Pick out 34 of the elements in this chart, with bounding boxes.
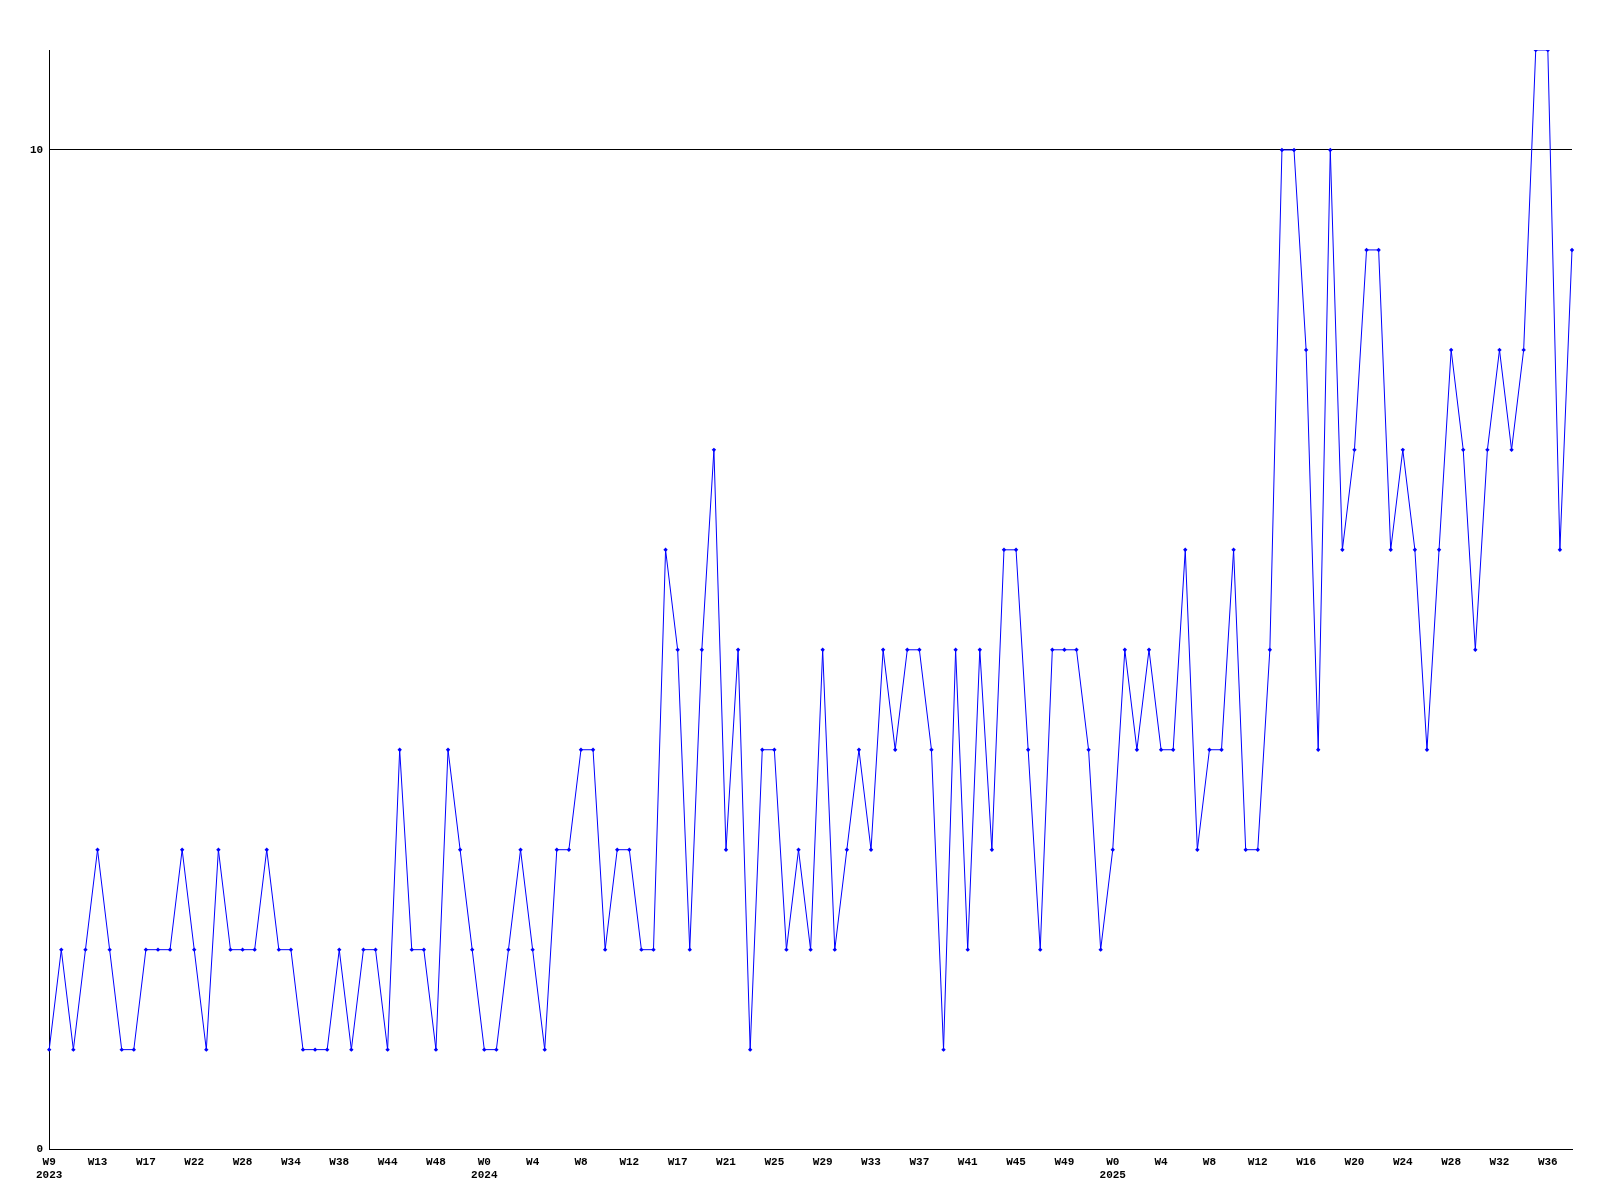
y-tick-label: 0 — [36, 1143, 44, 1156]
x-tick-label: W12 — [619, 1155, 640, 1168]
x-tick-label: W41 — [957, 1155, 979, 1168]
x-tick-label: W44 — [377, 1155, 398, 1168]
y-tick-label: 10 — [30, 143, 44, 156]
x-tick-label: W34 — [281, 1155, 302, 1168]
x-tick-label: W48 — [426, 1155, 447, 1168]
x-tick-label: W4 — [526, 1155, 540, 1168]
x-tick-label: W13 — [87, 1155, 108, 1168]
x-tick-label: W28 — [232, 1155, 253, 1168]
x-tick-label: W9 2023 — [36, 1155, 63, 1182]
x-tick-label: W29 — [812, 1155, 833, 1168]
x-tick-label: W36 — [1537, 1155, 1558, 1168]
x-tick-label: W38 — [329, 1155, 350, 1168]
x-tick-label: W0 2024 — [471, 1155, 498, 1182]
x-tick-label: W25 — [764, 1155, 785, 1168]
x-tick-label: W0 2025 — [1099, 1155, 1127, 1182]
x-tick-label: W16 — [1296, 1155, 1317, 1168]
x-tick-label: W20 — [1344, 1155, 1365, 1168]
x-tick-label: W21 — [716, 1155, 737, 1168]
x-tick-label: W17 — [667, 1155, 688, 1168]
x-tick-label: W33 — [861, 1155, 882, 1168]
x-tick-label: W24 — [1392, 1155, 1414, 1168]
x-tick-label: W32 — [1489, 1155, 1510, 1168]
x-tick-label: W4 — [1154, 1155, 1169, 1168]
x-tick-label: W45 — [1006, 1155, 1027, 1168]
x-tick-label: W37 — [909, 1155, 930, 1168]
x-tick-label: W8 — [1202, 1155, 1217, 1168]
x-tick-label: W8 — [574, 1155, 588, 1168]
x-tick-label: W12 — [1247, 1155, 1268, 1168]
x-tick-label: W17 — [135, 1155, 156, 1168]
x-tick-label: W49 — [1054, 1155, 1075, 1168]
x-tick-label: W22 — [184, 1155, 205, 1168]
x-tick-label: W28 — [1441, 1155, 1462, 1168]
